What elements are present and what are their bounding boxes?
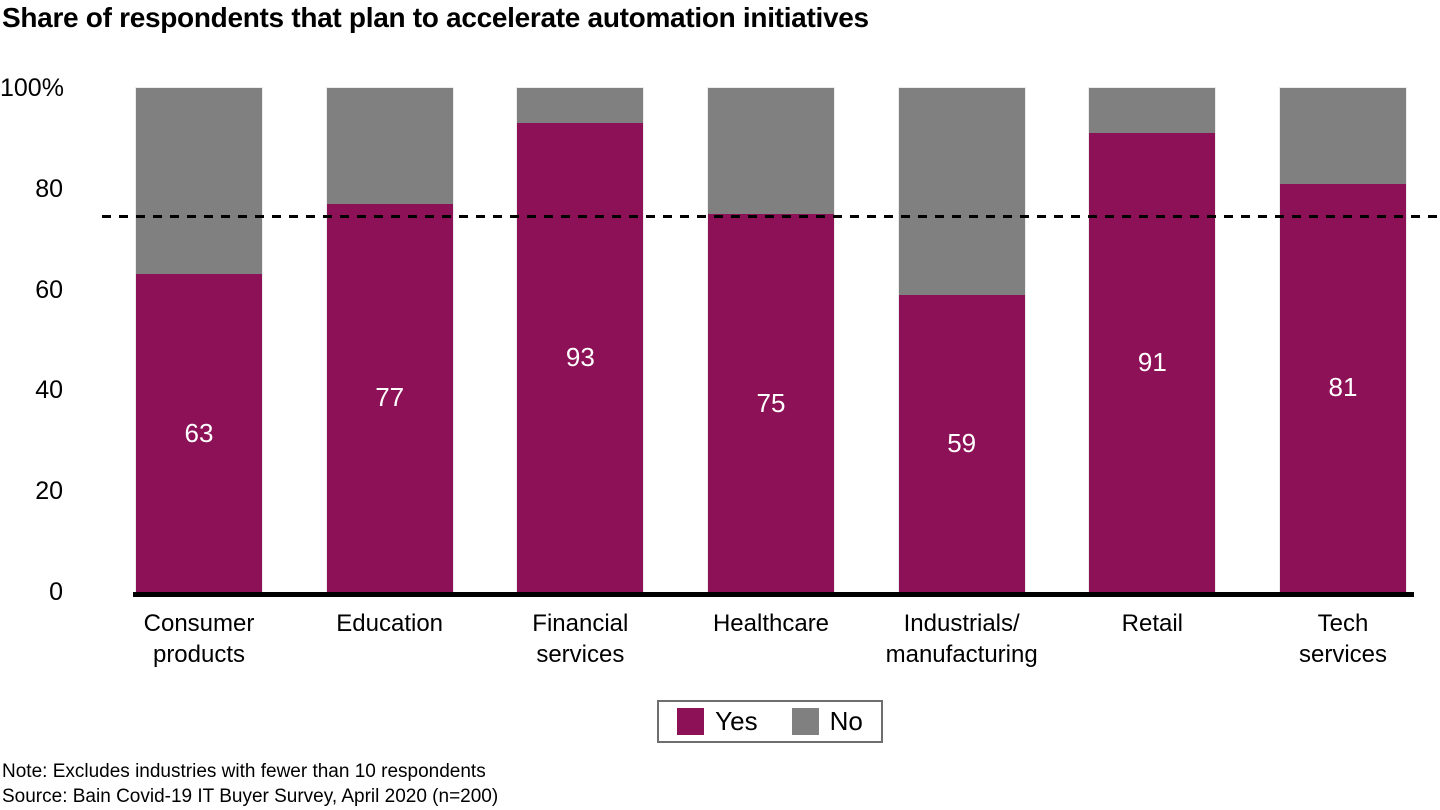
legend-label-no: No [829,706,863,736]
legend: Yes No [657,700,883,743]
bar-segment-yes: 59 [898,294,1025,592]
bar-7: 81 [1280,88,1406,592]
legend-swatch-no [791,708,819,735]
x-axis-category-label: Education [336,610,444,637]
source-text: Source: Bain Covid-19 IT Buyer Survey, A… [2,786,499,807]
y-axis-tick-label: 20 [35,477,63,506]
bar-1: 63 [136,88,262,592]
bar-segment-yes: 93 [517,123,644,592]
bar-value-label: 63 [184,417,214,448]
legend-label-yes: Yes [715,706,758,736]
bar-segment-no [1089,88,1216,134]
bar-segment-yes: 63 [136,274,262,592]
bar-value-label: 91 [1137,347,1167,378]
legend-item-yes: Yes [677,706,758,736]
bar-value-label: 75 [756,387,786,418]
bar-5: 59 [898,88,1025,592]
x-axis-category-label: Tech services [1298,610,1388,668]
bar-segment-no [517,88,644,124]
bar-value-label: 59 [947,427,977,458]
bar-value-label: 81 [1328,372,1358,403]
legend-swatch-yes [677,708,705,735]
bar-2: 77 [326,88,453,592]
bar-value-label: 93 [565,342,595,373]
chart-title: Share of respondents that plan to accele… [2,2,869,33]
note-text: Note: Excludes industries with fewer tha… [2,761,486,782]
bar-segment-no [1280,88,1406,184]
y-axis-tick-label: 0 [49,578,63,606]
bar-value-label: 77 [375,382,405,413]
y-axis-tick-label: 40 [35,376,63,405]
bar-3: 93 [517,88,644,592]
bar-4: 75 [708,88,834,592]
bar-segment-yes: 91 [1089,133,1216,592]
bar-segment-yes: 77 [326,203,453,592]
x-axis-category-label: Financial services [532,610,629,668]
bar-segment-yes: 81 [1280,183,1406,592]
x-axis-line [133,592,1414,597]
legend-item-no: No [791,706,863,736]
bar-segment-no [708,88,834,214]
x-axis-category-label: Retail [1121,610,1183,637]
reference-dashed-line [102,215,1440,218]
bar-segment-yes: 75 [708,214,834,592]
bar-segment-no [326,88,453,204]
x-axis-category-label: Consumer products [143,610,255,668]
y-axis-tick-label: 100% [0,74,64,102]
y-axis-tick-label: 80 [35,174,63,203]
bar-segment-no [898,88,1025,295]
x-axis-category-label: Industrials/ manufacturing [885,610,1038,668]
x-axis-category-label: Healthcare [712,610,830,637]
bar-segment-no [136,88,262,275]
plot-area: 63 77 93 75 59 91 81 [136,88,1406,592]
y-axis-tick-label: 60 [35,275,63,304]
bar-6: 91 [1089,88,1216,592]
